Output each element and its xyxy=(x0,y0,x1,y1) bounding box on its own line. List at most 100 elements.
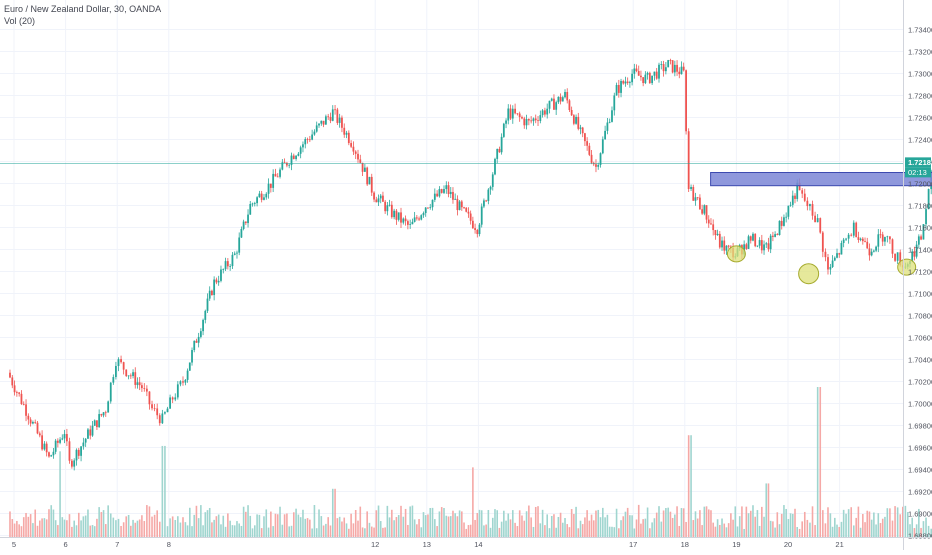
candle-body xyxy=(759,240,761,246)
volume-bar xyxy=(834,518,836,537)
candle-body xyxy=(539,115,541,121)
volume-bar xyxy=(807,520,809,537)
candle-body xyxy=(660,64,662,65)
candle xyxy=(855,222,857,238)
candle xyxy=(418,216,420,220)
time-tick-label: 19 xyxy=(732,540,740,549)
candle-body xyxy=(270,184,272,188)
candle-body xyxy=(774,234,776,237)
candle-body xyxy=(526,119,528,125)
candle xyxy=(706,205,708,223)
candle-body xyxy=(59,440,61,443)
volume-bar xyxy=(629,515,631,537)
candle xyxy=(577,113,579,130)
candle-body xyxy=(80,446,82,455)
volume-bar xyxy=(479,510,481,537)
volume-bar xyxy=(330,525,332,537)
volume-bar xyxy=(61,517,63,537)
candle-body xyxy=(481,206,483,224)
volume-bar xyxy=(812,506,814,537)
volume-bar xyxy=(620,520,622,537)
candle-body xyxy=(562,97,564,101)
candle-body xyxy=(690,187,692,189)
candle xyxy=(663,61,665,77)
candle-body xyxy=(180,381,182,384)
candle-body xyxy=(100,414,102,415)
candle-body xyxy=(85,439,87,443)
candle-body xyxy=(618,85,620,93)
candle xyxy=(436,190,438,197)
candle xyxy=(304,137,306,148)
volume-bar xyxy=(151,517,153,537)
volume-bar xyxy=(814,525,816,537)
candle xyxy=(754,233,756,247)
candle xyxy=(880,229,882,238)
candle-body xyxy=(822,233,824,252)
candle-body xyxy=(783,217,785,226)
volume-bar xyxy=(647,508,649,537)
candle xyxy=(533,117,535,125)
candle xyxy=(836,249,838,259)
candles xyxy=(9,59,932,471)
volume-bar xyxy=(848,509,850,537)
volume-bar xyxy=(737,526,739,537)
candle-body xyxy=(490,187,492,190)
candle-body xyxy=(167,409,169,413)
volume-bar xyxy=(232,525,234,537)
volume-bar xyxy=(325,524,327,537)
candle-body xyxy=(586,141,588,146)
candle-body xyxy=(149,392,151,405)
candle xyxy=(314,129,316,135)
candle-body xyxy=(476,230,478,234)
candle-body xyxy=(658,65,660,79)
volume-bar xyxy=(869,512,871,537)
time-tick-label: 21 xyxy=(835,540,843,549)
volume-bar xyxy=(573,514,575,537)
candle xyxy=(191,348,193,366)
candle-body xyxy=(794,196,796,199)
candle xyxy=(450,187,452,198)
candle-body xyxy=(894,254,896,261)
volume-bar xyxy=(591,515,593,537)
candle-body xyxy=(82,443,84,447)
candle xyxy=(302,141,304,152)
candle xyxy=(386,202,388,215)
candle-body xyxy=(761,240,763,250)
candle xyxy=(785,212,787,222)
candle-body xyxy=(69,441,71,460)
price-tick-label: 1.71000 xyxy=(908,290,932,299)
candle xyxy=(213,276,215,300)
candle-body xyxy=(672,60,674,72)
volume-bar xyxy=(878,513,880,537)
candle xyxy=(750,236,752,244)
candle-body xyxy=(866,242,868,249)
candle xyxy=(651,76,653,85)
candle-body xyxy=(703,205,705,213)
volume-bar xyxy=(412,506,414,537)
candle-body xyxy=(674,65,676,73)
candle-body xyxy=(542,110,544,115)
candle-body xyxy=(39,433,41,435)
candle xyxy=(414,212,416,223)
candle xyxy=(557,96,559,104)
candle xyxy=(55,439,57,454)
candle xyxy=(50,455,52,457)
candle xyxy=(526,115,528,130)
volume-bar xyxy=(130,526,132,537)
candle-body xyxy=(787,206,789,217)
candle-body xyxy=(241,229,243,238)
volume-bar xyxy=(427,514,429,537)
candle xyxy=(792,191,794,208)
candle-body xyxy=(647,73,649,75)
candle-body xyxy=(850,235,852,236)
candle-body xyxy=(184,380,186,383)
candle-body xyxy=(423,213,425,215)
candle-body xyxy=(123,362,125,369)
volume-bar xyxy=(389,517,391,537)
volume-bar xyxy=(715,527,717,537)
volume-bar xyxy=(78,513,80,537)
candle-body xyxy=(719,234,721,248)
price-tick-label: 1.68800 xyxy=(908,532,932,541)
